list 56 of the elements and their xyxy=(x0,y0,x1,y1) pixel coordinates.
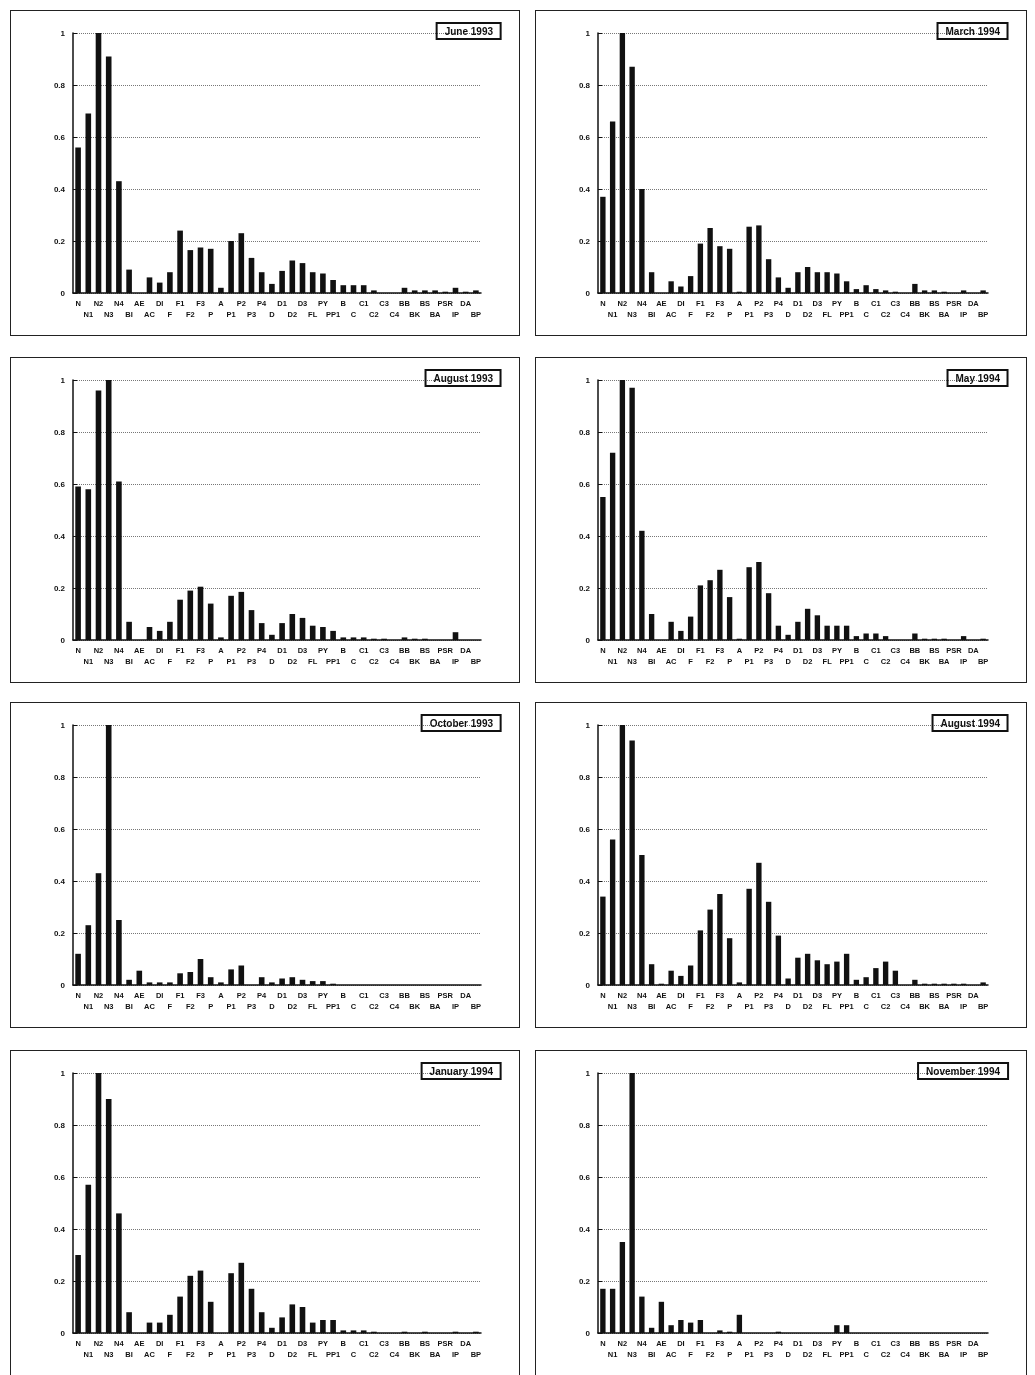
y-tick-label: 0.4 xyxy=(578,184,591,194)
y-tick-label: 0.2 xyxy=(53,236,66,246)
y-tick-label: 0.6 xyxy=(578,1172,591,1182)
y-tick-label: 0 xyxy=(60,288,66,298)
y-tick-label: 0 xyxy=(60,1328,66,1338)
y-tick-label: 0.6 xyxy=(578,824,591,834)
y-tick-label: 0 xyxy=(585,1328,591,1338)
y-tick-label: 0.8 xyxy=(53,80,66,90)
y-tick-label: 0.8 xyxy=(578,1120,591,1130)
chart-title: January 1994 xyxy=(429,1065,494,1077)
y-tick-label: 0.8 xyxy=(53,772,66,782)
y-tick-label: 0.8 xyxy=(578,80,591,90)
y-tick-label: 0 xyxy=(585,288,591,298)
y-tick-label: 0.2 xyxy=(578,1276,591,1286)
chart-title: May 1994 xyxy=(955,372,1001,384)
y-tick-label: 1 xyxy=(60,720,66,730)
chart-title: June 1993 xyxy=(444,25,494,37)
y-tick-label: 1 xyxy=(585,28,591,38)
y-tick-label: 0 xyxy=(585,635,591,645)
y-tick-label: 0.2 xyxy=(53,583,66,593)
chart-title: March 1994 xyxy=(945,25,1001,37)
y-tick-label: 0.4 xyxy=(53,876,66,886)
y-tick-label: 0.8 xyxy=(578,427,591,437)
y-tick-label: 1 xyxy=(60,375,66,385)
y-tick-label: 0.4 xyxy=(578,876,591,886)
y-tick-label: 0.8 xyxy=(578,772,591,782)
y-tick-label: 0.6 xyxy=(53,479,66,489)
y-tick-label: 1 xyxy=(585,1068,591,1078)
y-tick-label: 0.2 xyxy=(53,928,66,938)
y-tick-label: 0.6 xyxy=(578,479,591,489)
y-tick-label: 0 xyxy=(60,635,66,645)
y-tick-label: 1 xyxy=(60,28,66,38)
y-tick-label: 1 xyxy=(60,1068,66,1078)
y-tick-label: 0 xyxy=(585,980,591,990)
y-tick-label: 0.4 xyxy=(53,1224,66,1234)
y-tick-label: 0.2 xyxy=(578,236,591,246)
y-tick-label: 0 xyxy=(60,980,66,990)
y-tick-label: 1 xyxy=(585,375,591,385)
y-tick-label: 0.2 xyxy=(578,928,591,938)
y-tick-label: 0.6 xyxy=(53,132,66,142)
chart-title: November 1994 xyxy=(926,1065,1001,1077)
chart-title: October 1993 xyxy=(429,717,494,729)
y-tick-label: 0.8 xyxy=(53,427,66,437)
y-tick-label: 0.6 xyxy=(53,1172,66,1182)
y-tick-label: 0.2 xyxy=(578,583,591,593)
y-tick-label: 0.2 xyxy=(53,1276,66,1286)
y-tick-label: 0.4 xyxy=(53,184,66,194)
chart-title: August 1994 xyxy=(940,717,1001,729)
chart-title: August 1993 xyxy=(433,372,494,384)
y-tick-label: 0.8 xyxy=(53,1120,66,1130)
y-tick-label: 0.6 xyxy=(578,132,591,142)
y-tick-label: 0.4 xyxy=(578,1224,591,1234)
y-tick-label: 0.6 xyxy=(53,824,66,834)
y-tick-label: 0.4 xyxy=(578,531,591,541)
y-tick-label: 0.4 xyxy=(53,531,66,541)
y-tick-label: 1 xyxy=(585,720,591,730)
